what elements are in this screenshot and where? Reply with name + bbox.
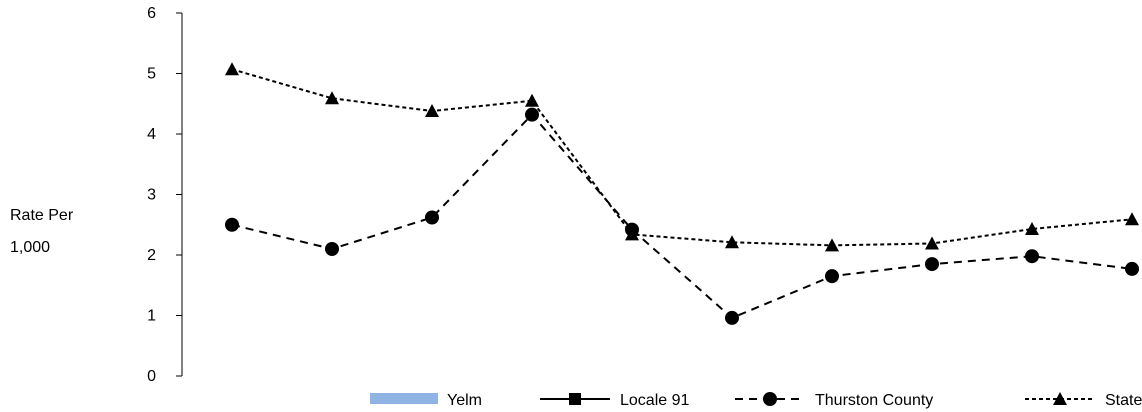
data-point-thurston-county [525,107,539,122]
legend-item-state: State [1025,392,1142,409]
y-tick-label: 6 [147,5,156,22]
legend-item-locale-91: Locale 91 [540,392,689,409]
series-line-thurston-county [231,113,1133,320]
y-tick-label: 5 [147,66,156,83]
legend-swatch [370,393,438,404]
data-point-state [1025,221,1039,235]
data-point-state [825,238,839,252]
data-point-state [525,93,539,107]
y-axis-title-line-2: 1,000 [10,239,51,256]
data-point-state [425,104,439,118]
legend-label: Locale 91 [620,392,689,409]
data-point-state [225,62,239,76]
legend-label: State [1105,392,1142,409]
data-point-thurston-county [225,217,239,232]
legend-marker [1053,392,1067,405]
legend: Yelm Locale 91 Thurston County State [370,392,1142,409]
data-point-thurston-county [925,257,939,272]
data-point-thurston-county [325,241,339,256]
legend-marker [763,392,777,406]
legend-label: Thurston County [815,392,933,409]
y-tick-label: 3 [147,187,156,204]
data-point-thurston-county [1125,261,1139,276]
legend-item-yelm: Yelm [370,392,482,409]
series-state [225,62,1139,252]
data-point-thurston-county [425,210,439,225]
y-axis-title-line-1: Rate Per [10,207,74,224]
data-point-state [325,91,339,105]
series-thurston-county [225,107,1139,325]
y-tick-label: 2 [147,247,156,264]
data-point-thurston-county [1025,249,1039,264]
series-layer [225,62,1139,325]
data-point-state [725,235,739,249]
series-line-state [231,68,1133,247]
y-axis: 0 1 2 3 4 5 6 [147,5,183,385]
data-point-thurston-county [825,269,839,284]
data-point-thurston-county [725,310,739,325]
y-axis-title: Rate Per 1,000 [10,200,73,264]
data-point-state [1125,212,1139,226]
y-tick-label: 0 [147,368,156,385]
legend-marker [569,393,581,405]
data-point-state [925,236,939,250]
y-tick-label: 1 [147,308,156,325]
data-point-state [625,227,639,241]
y-tick-label: 4 [147,126,156,143]
legend-label: Yelm [447,392,482,409]
legend-item-thurston-county: Thurston County [735,392,933,409]
